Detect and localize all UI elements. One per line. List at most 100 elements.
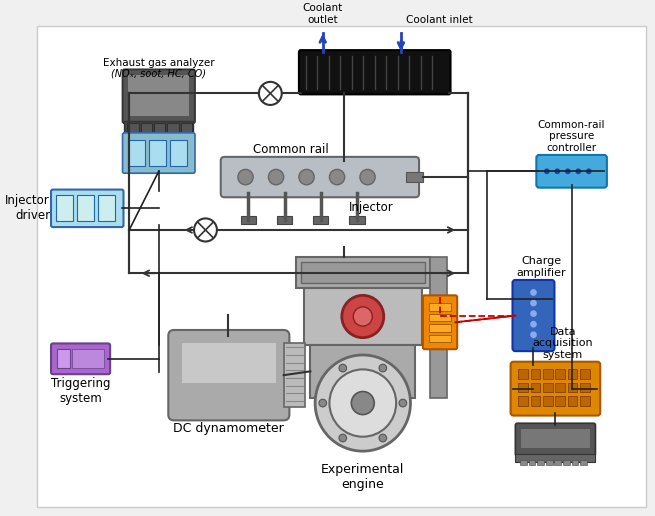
Bar (301, 262, 425, 283)
Text: Charge
amplifier: Charge amplifier (516, 256, 566, 278)
Bar (568, 369, 577, 379)
Bar (580, 369, 590, 379)
Bar (124, 121, 193, 135)
Bar (568, 396, 577, 406)
Circle shape (530, 321, 537, 328)
FancyBboxPatch shape (536, 155, 607, 188)
Bar (518, 383, 528, 393)
Circle shape (576, 168, 581, 174)
Bar (546, 460, 553, 464)
Bar (72, 349, 104, 368)
Bar (77, 196, 94, 221)
Bar (181, 123, 192, 132)
Circle shape (530, 300, 537, 307)
Text: (NOₓ, soot, HC, CO): (NOₓ, soot, HC, CO) (111, 69, 206, 79)
Circle shape (554, 168, 560, 174)
Text: Coolant
outlet: Coolant outlet (303, 3, 343, 25)
Text: Injector
driver: Injector driver (5, 194, 50, 222)
Bar (554, 460, 561, 464)
Text: Experimental
engine: Experimental engine (321, 463, 405, 491)
Bar (568, 383, 577, 393)
FancyBboxPatch shape (515, 423, 595, 456)
Bar (170, 139, 187, 167)
Circle shape (379, 364, 386, 372)
Circle shape (315, 355, 411, 451)
Bar (149, 139, 166, 167)
Bar (350, 217, 365, 224)
Circle shape (565, 168, 571, 174)
FancyBboxPatch shape (221, 157, 419, 197)
Bar (304, 287, 422, 345)
FancyBboxPatch shape (423, 295, 457, 349)
Circle shape (339, 434, 346, 442)
Bar (405, 172, 423, 182)
Bar (277, 217, 292, 224)
Text: Injector: Injector (348, 201, 393, 214)
Bar (127, 123, 139, 132)
FancyBboxPatch shape (51, 189, 124, 227)
Text: Coolant inlet: Coolant inlet (405, 15, 472, 25)
Circle shape (342, 295, 384, 337)
Bar (555, 383, 565, 393)
FancyBboxPatch shape (168, 330, 290, 421)
Bar (515, 454, 595, 462)
Bar (518, 369, 528, 379)
Circle shape (194, 218, 217, 241)
Bar (284, 344, 305, 407)
Text: Triggering
system: Triggering system (51, 377, 110, 405)
Bar (310, 345, 415, 398)
Circle shape (544, 168, 550, 174)
Bar (543, 383, 553, 393)
Bar (518, 396, 528, 406)
Bar (580, 396, 590, 406)
Circle shape (339, 364, 346, 372)
Circle shape (329, 169, 345, 185)
Bar (543, 369, 553, 379)
Circle shape (586, 168, 591, 174)
Bar (428, 324, 451, 332)
Text: Data
acquisition
system: Data acquisition system (533, 327, 593, 360)
Bar (531, 369, 540, 379)
Circle shape (360, 169, 375, 185)
Bar (98, 196, 115, 221)
Bar (56, 196, 73, 221)
Bar (543, 396, 553, 406)
Circle shape (379, 434, 386, 442)
Circle shape (530, 331, 537, 338)
Bar (241, 217, 256, 224)
Bar (181, 344, 276, 383)
FancyBboxPatch shape (122, 69, 195, 123)
Circle shape (530, 310, 537, 317)
FancyBboxPatch shape (512, 280, 554, 351)
Bar (428, 335, 451, 343)
Bar (572, 460, 578, 464)
Bar (296, 257, 430, 287)
Bar (128, 75, 189, 116)
Circle shape (269, 169, 284, 185)
Bar (531, 396, 540, 406)
Circle shape (399, 399, 407, 407)
Bar (529, 460, 535, 464)
Circle shape (319, 399, 327, 407)
Bar (154, 123, 166, 132)
Bar (141, 123, 152, 132)
Circle shape (530, 289, 537, 296)
Bar (555, 396, 565, 406)
Text: Exhaust gas analyzer: Exhaust gas analyzer (103, 58, 215, 69)
Bar (555, 369, 565, 379)
Bar (537, 460, 544, 464)
Bar (521, 429, 590, 448)
Text: DC dynamometer: DC dynamometer (173, 422, 284, 436)
Circle shape (259, 82, 282, 105)
Bar (313, 217, 328, 224)
Circle shape (299, 169, 314, 185)
Bar (520, 460, 527, 464)
Bar (563, 460, 570, 464)
FancyBboxPatch shape (51, 344, 110, 374)
Bar (167, 123, 179, 132)
FancyBboxPatch shape (511, 362, 600, 415)
Circle shape (351, 392, 374, 414)
Bar (580, 460, 587, 464)
Bar (531, 383, 540, 393)
FancyBboxPatch shape (299, 50, 451, 94)
